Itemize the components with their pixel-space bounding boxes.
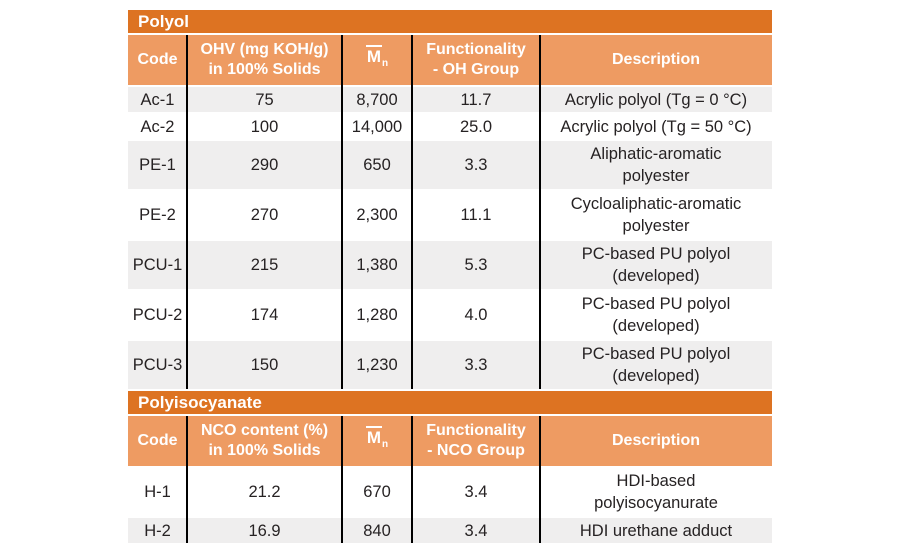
header-functionality: Functionality - NCO Group xyxy=(412,416,540,466)
table-row: H-1 21.2 670 3.4 HDI-based polyisocyanur… xyxy=(128,468,772,516)
column-divider xyxy=(411,416,413,543)
cell-mn: 1,280 xyxy=(342,291,412,339)
header-row: Code OHV (mg KOH/g) in 100% Solids Mn Fu… xyxy=(128,35,772,85)
cell-description: Aliphatic-aromatic polyester xyxy=(540,141,772,189)
header-code: Code xyxy=(128,35,187,85)
table-row: PE-2 270 2,300 11.1 Cycloaliphatic-aroma… xyxy=(128,191,772,239)
column-divider xyxy=(539,416,541,543)
cell-functionality: 11.7 xyxy=(412,87,540,112)
cell-mn: 840 xyxy=(342,518,412,543)
cell-metric: 270 xyxy=(187,191,342,239)
cell-code: PE-2 xyxy=(128,191,187,239)
table-row: PE-1 290 650 3.3 Aliphatic-aromatic poly… xyxy=(128,141,772,189)
cell-metric: 100 xyxy=(187,114,342,139)
column-divider xyxy=(341,35,343,389)
header-functionality: Functionality - OH Group xyxy=(412,35,540,85)
cell-functionality: 5.3 xyxy=(412,241,540,289)
cell-metric: 290 xyxy=(187,141,342,189)
cell-metric: 150 xyxy=(187,341,342,389)
table-row: H-2 16.9 840 3.4 HDI urethane adduct xyxy=(128,518,772,543)
cell-mn: 8,700 xyxy=(342,87,412,112)
table-row: PCU-3 150 1,230 3.3 PC-based PU polyol (… xyxy=(128,341,772,389)
header-code: Code xyxy=(128,416,187,466)
cell-metric: 21.2 xyxy=(187,468,342,516)
cell-mn: 1,380 xyxy=(342,241,412,289)
cell-functionality: 25.0 xyxy=(412,114,540,139)
cell-description: PC-based PU polyol (developed) xyxy=(540,291,772,339)
header-description: Description xyxy=(540,416,772,466)
cell-functionality: 3.3 xyxy=(412,141,540,189)
table-row: PCU-1 215 1,380 5.3 PC-based PU polyol (… xyxy=(128,241,772,289)
mn-base: M xyxy=(365,45,383,67)
cell-functionality: 3.3 xyxy=(412,341,540,389)
mn-subscript: n xyxy=(382,439,389,451)
cell-mn: 650 xyxy=(342,141,412,189)
section-body-polyisocyanate: Code NCO content (%) in 100% Solids Mn F… xyxy=(128,416,772,543)
cell-description: HDI urethane adduct xyxy=(540,518,772,543)
cell-functionality: 3.4 xyxy=(412,518,540,543)
table-row: Ac-1 75 8,700 11.7 Acrylic polyol (Tg = … xyxy=(128,87,772,112)
cell-mn: 2,300 xyxy=(342,191,412,239)
cell-description: HDI-based polyisocyanurate xyxy=(540,468,772,516)
header-mn: Mn xyxy=(342,35,412,85)
cell-description: PC-based PU polyol (developed) xyxy=(540,341,772,389)
section-body-polyol: Code OHV (mg KOH/g) in 100% Solids Mn Fu… xyxy=(128,35,772,389)
cell-code: H-2 xyxy=(128,518,187,543)
section-title-polyol: Polyol xyxy=(128,10,772,33)
section-polyisocyanate: Polyisocyanate Code NCO content (%) in 1… xyxy=(128,391,772,543)
section-polyol: Polyol Code OHV (mg KOH/g) in 100% Solid… xyxy=(128,10,772,389)
cell-description: PC-based PU polyol (developed) xyxy=(540,241,772,289)
cell-mn: 1,230 xyxy=(342,341,412,389)
cell-metric: 16.9 xyxy=(187,518,342,543)
cell-code: H-1 xyxy=(128,468,187,516)
cell-metric: 215 xyxy=(187,241,342,289)
cell-code: Ac-2 xyxy=(128,114,187,139)
column-divider xyxy=(186,416,188,543)
cell-metric: 75 xyxy=(187,87,342,112)
cell-mn: 14,000 xyxy=(342,114,412,139)
cell-description: Acrylic polyol (Tg = 50 °C) xyxy=(540,114,772,139)
header-mn: Mn xyxy=(342,416,412,466)
cell-functionality: 4.0 xyxy=(412,291,540,339)
cell-metric: 174 xyxy=(187,291,342,339)
cell-description: Acrylic polyol (Tg = 0 °C) xyxy=(540,87,772,112)
mn-base: M xyxy=(365,426,383,448)
header-row: Code NCO content (%) in 100% Solids Mn F… xyxy=(128,416,772,466)
header-metric: OHV (mg KOH/g) in 100% Solids xyxy=(187,35,342,85)
materials-table: Polyol Code OHV (mg KOH/g) in 100% Solid… xyxy=(128,10,772,545)
column-divider xyxy=(341,416,343,543)
table-row: Ac-2 100 14,000 25.0 Acrylic polyol (Tg … xyxy=(128,114,772,139)
header-description: Description xyxy=(540,35,772,85)
mn-subscript: n xyxy=(382,58,389,70)
cell-functionality: 11.1 xyxy=(412,191,540,239)
cell-code: Ac-1 xyxy=(128,87,187,112)
cell-code: PE-1 xyxy=(128,141,187,189)
column-divider xyxy=(186,35,188,389)
table-row: PCU-2 174 1,280 4.0 PC-based PU polyol (… xyxy=(128,291,772,339)
cell-description: Cycloaliphatic-aromatic polyester xyxy=(540,191,772,239)
cell-code: PCU-2 xyxy=(128,291,187,339)
cell-mn: 670 xyxy=(342,468,412,516)
cell-functionality: 3.4 xyxy=(412,468,540,516)
column-divider xyxy=(539,35,541,389)
cell-code: PCU-3 xyxy=(128,341,187,389)
section-title-polyisocyanate: Polyisocyanate xyxy=(128,391,772,414)
header-metric: NCO content (%) in 100% Solids xyxy=(187,416,342,466)
cell-code: PCU-1 xyxy=(128,241,187,289)
column-divider xyxy=(411,35,413,389)
